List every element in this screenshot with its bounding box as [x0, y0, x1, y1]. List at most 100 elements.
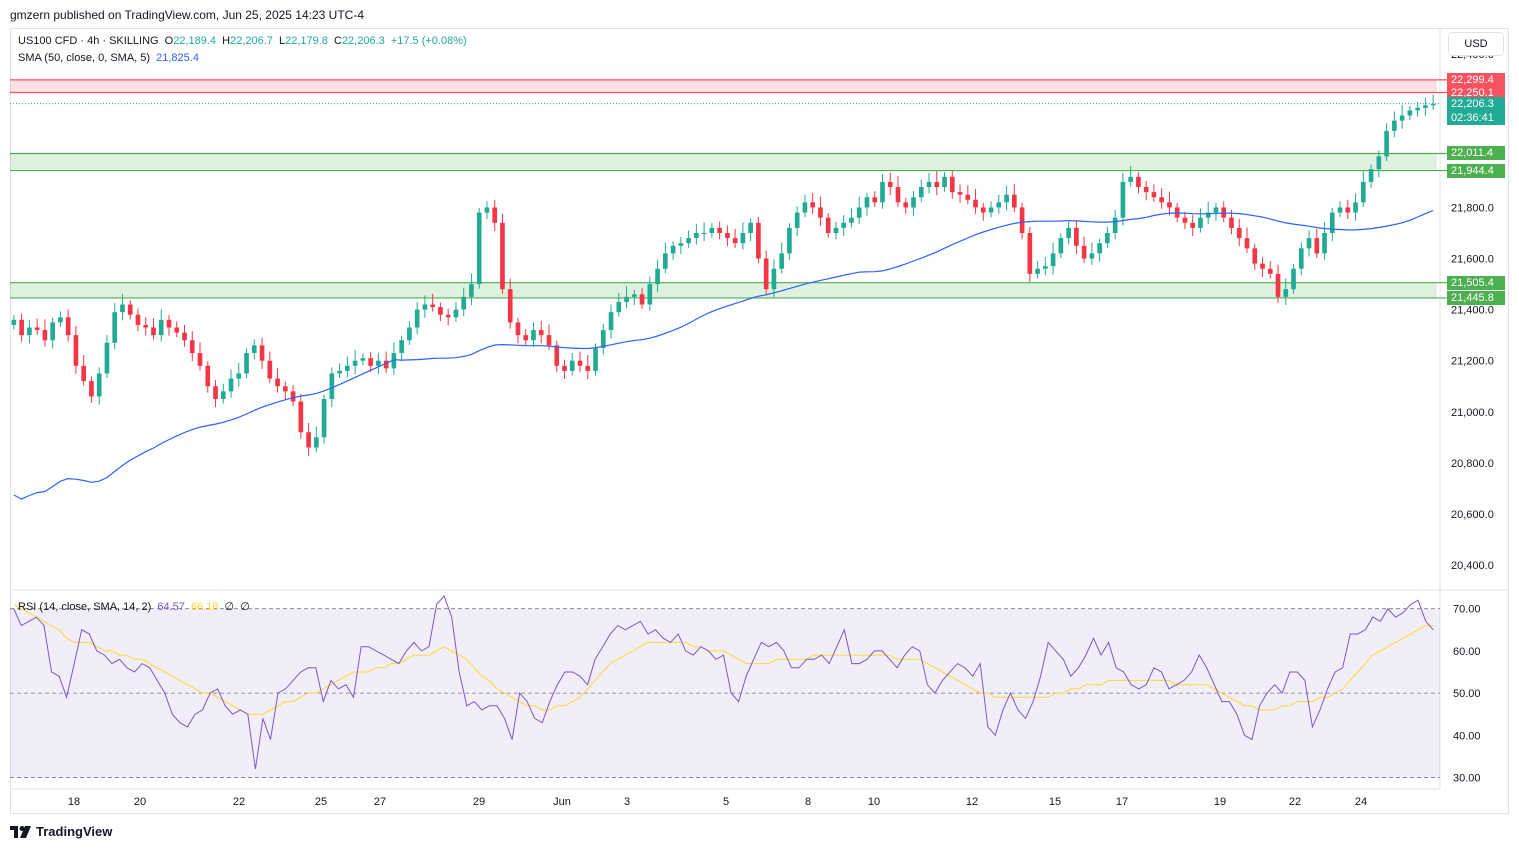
time-tick-label: 24 [1355, 796, 1367, 808]
candle-body [895, 187, 901, 203]
candle-body [1058, 238, 1064, 254]
rsi-legend[interactable]: RSI (14, close, SMA, 14, 2) 64.57 66.18 … [18, 600, 253, 613]
price-tag: 21,505.4 [1447, 275, 1505, 290]
candle-body [476, 212, 482, 285]
candle-body [694, 232, 699, 239]
candle-body [957, 192, 963, 195]
candle-body [430, 304, 435, 308]
candle-body [507, 289, 513, 323]
candle-body [794, 212, 800, 228]
time-tick-label: 29 [473, 796, 485, 808]
symbol-legend[interactable]: US100 CFD · 4h · SKILLING O22,189.4 H22,… [18, 35, 470, 47]
candle-body [763, 258, 769, 290]
sma-legend[interactable]: SMA (50, close, 0, SMA, 5) 21,825.4 [18, 52, 202, 64]
currency-button[interactable]: USD [1448, 32, 1504, 56]
candle-body [918, 187, 924, 198]
candle-body [19, 319, 24, 336]
time-tick-label: 25 [315, 796, 327, 808]
candle-body [631, 294, 637, 297]
candle-body [34, 327, 40, 331]
candle-body [360, 358, 366, 361]
candle-body [127, 304, 133, 315]
candle-body [461, 296, 467, 310]
candle-body [1120, 181, 1126, 218]
price-axis-ticks: 22,400.021,800.021,600.021,400.021,200.0… [1451, 49, 1494, 572]
time-tick-label: 22 [1289, 796, 1301, 808]
candle-body [1105, 232, 1110, 244]
zone-support [10, 282, 1437, 298]
sma-label: SMA (50, close, 0, SMA, 5) [18, 52, 151, 64]
candle-body [158, 319, 164, 336]
candle-body [492, 207, 498, 223]
candle-body [616, 301, 622, 313]
candle-body [779, 253, 784, 269]
candle-body [174, 327, 180, 333]
candle-body [1074, 227, 1079, 246]
time-tick-label: 15 [1049, 796, 1061, 808]
open-label: O [164, 35, 174, 47]
candle-body [143, 324, 149, 328]
candle-body [135, 314, 141, 325]
candle-body [732, 238, 738, 244]
price-tick-label: 21,800.0 [1451, 202, 1494, 214]
time-tick-label: 20 [134, 796, 146, 808]
candle-body [1392, 120, 1397, 131]
candle-body [771, 268, 777, 290]
close-label: C [333, 35, 342, 47]
rsi-line [13, 595, 1434, 770]
candle-body [1136, 176, 1141, 188]
candle-body [73, 335, 79, 366]
candle-body [872, 197, 878, 203]
candle-body [391, 353, 397, 369]
candle-body [1430, 103, 1436, 106]
price-tag: 22,250.1 [1447, 85, 1505, 100]
candle-body [205, 365, 211, 387]
candle-body [949, 176, 955, 193]
price-tick-label: 21,400.0 [1451, 305, 1494, 317]
candle-body [717, 227, 722, 233]
candle-body [988, 207, 994, 213]
candle-body [251, 345, 257, 354]
candle-body [585, 365, 591, 371]
low-value: 22,179.8 [285, 35, 328, 47]
time-tick-label: 12 [966, 796, 978, 808]
time-tick-label: 17 [1116, 796, 1128, 808]
tradingview-logo-icon [10, 825, 31, 838]
low-label: L [278, 35, 286, 47]
candle-body [1345, 207, 1351, 213]
zones-layer [10, 79, 1447, 299]
rsi-value: 64.57 [157, 601, 185, 613]
time-tick-label: 5 [723, 796, 729, 808]
candle-body [1283, 289, 1289, 297]
candle-body [445, 314, 451, 318]
candle-body [600, 330, 606, 348]
high-label: H [222, 35, 231, 47]
candle-body [926, 181, 932, 188]
candle-body [562, 365, 567, 371]
open-value: 22,189.4 [173, 35, 217, 47]
candle-body [1081, 245, 1087, 259]
candle-body [1229, 217, 1234, 228]
time-tick-label: 19 [1214, 796, 1226, 808]
candle-body [407, 327, 412, 341]
candle-body [197, 353, 203, 366]
price-tick-label: 20,800.0 [1451, 458, 1494, 470]
candle-body [1360, 181, 1366, 203]
candle-body [911, 197, 916, 208]
price-tag: 21,445.8 [1447, 290, 1505, 305]
candle-body [1314, 238, 1320, 254]
time-tick-label: 10 [868, 796, 880, 808]
candle-body [96, 373, 102, 397]
candle-body [414, 309, 420, 328]
candle-body [709, 227, 715, 233]
candle-body [663, 253, 668, 269]
time-tick-label: 8 [805, 796, 811, 808]
close-value: 22,206.3 [341, 35, 385, 47]
candle-body [980, 207, 986, 213]
candle-body [1128, 176, 1133, 182]
tradingview-logo[interactable]: TradingView [10, 824, 112, 839]
candle-body [1337, 207, 1343, 213]
candle-body [228, 378, 234, 392]
time-tick-label: 18 [68, 796, 80, 808]
